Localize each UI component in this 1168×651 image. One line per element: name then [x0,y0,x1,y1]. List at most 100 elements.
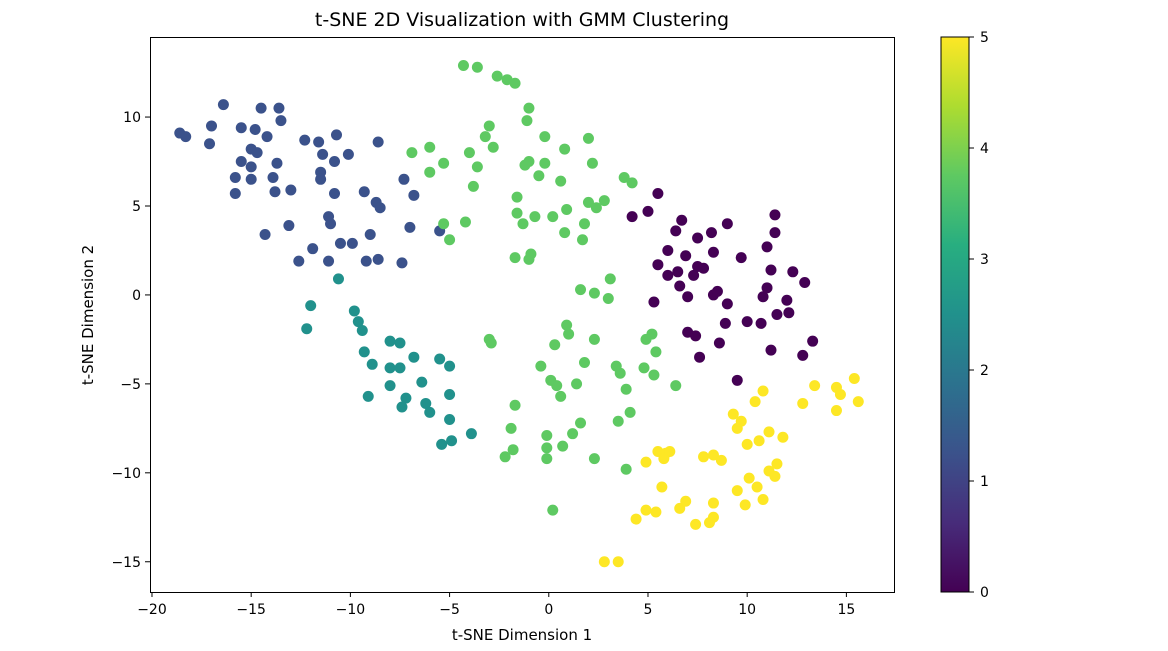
scatter-point [830,405,842,417]
scatter-point [555,390,567,402]
scatter-point [325,218,337,230]
scatter-point [648,296,660,308]
y-tick-label: 5 [132,199,141,215]
scatter-point [293,255,305,267]
scatter-point [523,102,535,114]
scatter-point [465,428,477,440]
scatter-point [533,170,545,182]
scatter-point [261,131,273,143]
scatter-point [680,495,692,507]
scatter-point [652,259,664,271]
scatter-point [356,325,368,337]
scatter-point [342,148,354,160]
scatter-point [444,413,456,425]
scatter-point [577,234,589,246]
x-tick-label: 15 [837,602,855,618]
x-tick-label: 10 [738,602,756,618]
scatter-point [707,449,719,461]
scatter-point [694,351,706,363]
y-tick-label: −5 [120,377,141,393]
scatter-point [206,120,218,132]
scatter-point [563,328,575,340]
scatter-point [364,228,376,240]
scatter-point [662,269,674,281]
scatter-point [705,227,717,239]
scatter-point [781,294,793,306]
scatter-point [535,360,547,372]
scatter-point [612,556,624,568]
scatter-point [551,380,563,392]
scatter-point [620,383,632,395]
colorbar-tick-label: 0 [980,585,989,601]
scatter-point [330,129,342,141]
scatter-point [755,317,767,329]
scatter-point [598,556,610,568]
scatter-point [511,207,523,219]
scatter-point [753,435,765,447]
scatter-point [670,225,682,237]
y-axis-label: t-SNE Dimension 2 [79,245,97,385]
scatter-point [807,335,819,347]
scatter-point [670,380,682,392]
scatter-point [299,134,311,146]
scatter-point [471,61,483,73]
scatter-point [259,228,271,240]
scatter-point [578,218,590,230]
scatter-point [509,77,521,89]
scatter-point [698,451,710,463]
scatter-point [509,399,521,411]
scatter-point [555,175,567,187]
scatter-point [459,216,471,228]
scatter-point [698,262,710,274]
scatter-point [323,255,335,267]
scatter-point [650,506,662,518]
scatter-point [561,319,573,331]
scatter-point [618,172,630,184]
scatter-point [688,269,700,281]
scatter-point [652,188,664,200]
scatter-point [735,415,747,427]
scatter-point [557,440,569,452]
scatter-point [638,362,650,374]
scatter-point [672,266,684,278]
scatter-point [404,221,416,233]
scatter-point [692,232,704,244]
scatter-point [507,444,519,456]
scatter-point [757,385,769,397]
scatter-point [438,218,450,230]
scatter-point [549,339,561,351]
scatter-point [519,159,531,171]
scatter-point [245,173,257,185]
scatter-point [715,454,727,466]
scatter-point [852,396,864,408]
scatter-point [578,357,590,369]
scatter-point [630,513,642,525]
scatter-point [235,156,247,168]
scatter-point [424,141,436,153]
scatter-point [517,218,529,230]
scatter-point [434,353,446,365]
scatter-point [682,291,694,303]
scatter-point [690,518,702,530]
scatter-point [249,124,261,135]
scatter-point [575,417,587,429]
scatter-point [809,380,821,392]
scatter-point [273,102,285,114]
scatter-point [547,504,559,516]
scatter-point [539,131,551,143]
scatter-point [334,237,346,249]
scatter-point [769,470,781,482]
scatter-point [521,115,533,127]
scatter-point [245,161,257,173]
scatter-point [777,431,789,443]
scatter-point [588,453,600,465]
y-axis-ticks: −15 −10 −5 0 5 10 [111,110,150,571]
scatter-point [707,511,719,523]
scatter-point [741,438,753,450]
scatter-point [398,173,410,185]
scatter-point [582,196,594,208]
scatter-point [229,172,241,184]
scatter-point [719,317,731,329]
scatter-point [301,323,313,335]
